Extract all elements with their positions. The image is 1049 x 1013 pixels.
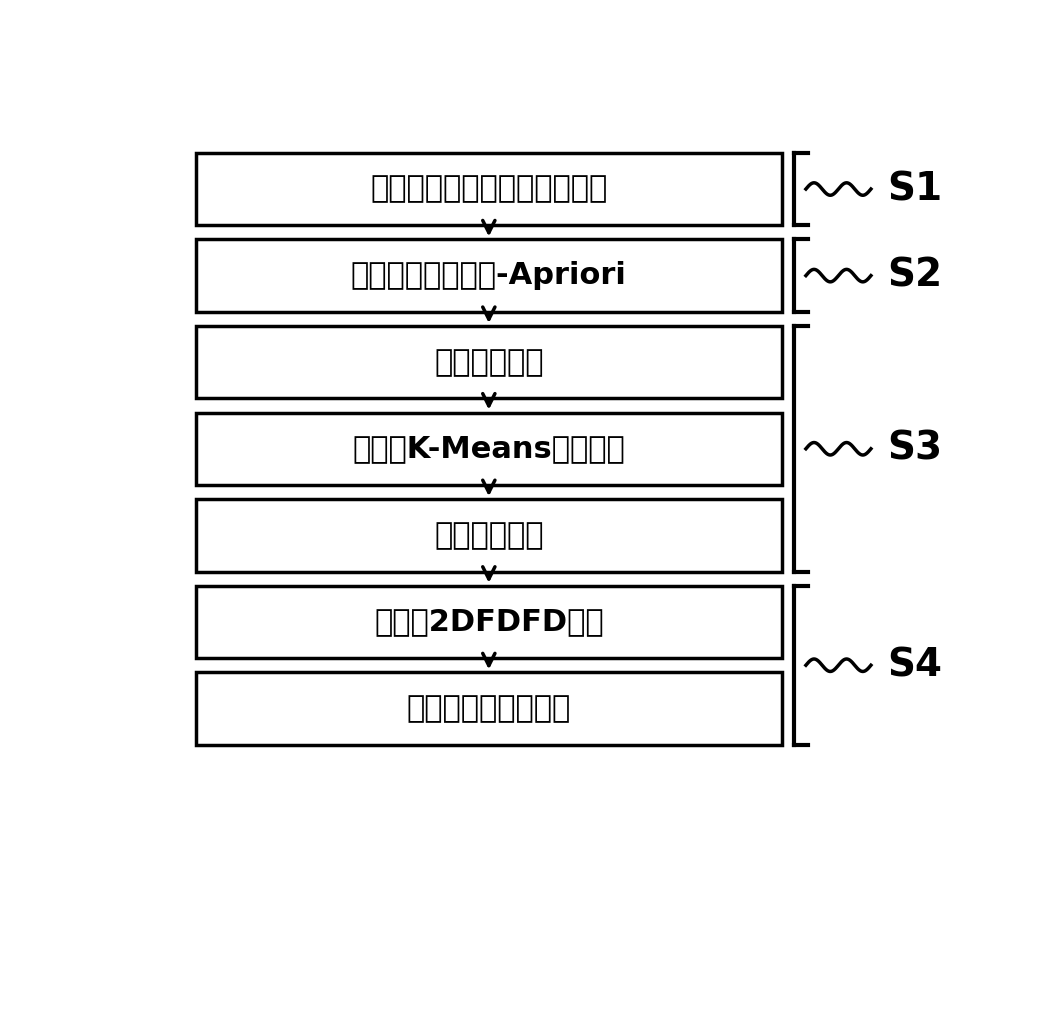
Text: 收集台区数据: 收集台区数据 — [434, 347, 543, 377]
Text: 紧凑的2DFDFD分析: 紧凑的2DFDFD分析 — [374, 608, 603, 636]
FancyBboxPatch shape — [196, 499, 782, 571]
Text: S2: S2 — [887, 256, 942, 295]
Text: S1: S1 — [887, 170, 942, 208]
FancyBboxPatch shape — [196, 586, 782, 658]
Text: S4: S4 — [887, 646, 942, 684]
Text: 线路特征参数的提取: 线路特征参数的提取 — [407, 694, 571, 723]
Text: 关联规则挖掘算法-Apriori: 关联规则挖掘算法-Apriori — [351, 261, 626, 290]
FancyBboxPatch shape — [196, 239, 782, 312]
Text: 分类的样本集: 分类的样本集 — [434, 521, 543, 550]
Text: 台区电气特征指标体系的建立: 台区电气特征指标体系的建立 — [370, 174, 607, 204]
FancyBboxPatch shape — [196, 673, 782, 745]
Text: 改进的K-Means算法分析: 改进的K-Means算法分析 — [352, 435, 625, 463]
FancyBboxPatch shape — [196, 326, 782, 398]
FancyBboxPatch shape — [196, 153, 782, 225]
Text: S3: S3 — [887, 430, 942, 468]
FancyBboxPatch shape — [196, 412, 782, 485]
